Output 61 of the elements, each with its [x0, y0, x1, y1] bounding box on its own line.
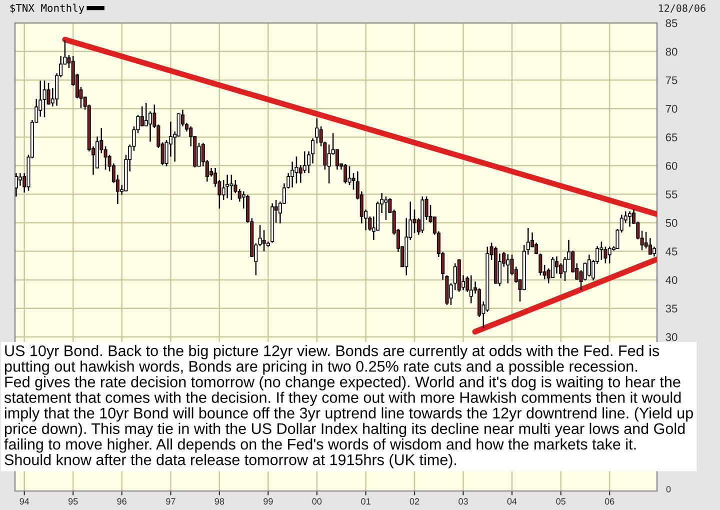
candlestick [15, 172, 18, 198]
candlestick [18, 172, 22, 186]
candlestick [652, 246, 656, 258]
candlestick [290, 161, 294, 188]
candlestick [140, 106, 144, 127]
x-tick-label: 98 [214, 498, 224, 505]
candlestick [648, 238, 652, 256]
candlestick [587, 254, 591, 278]
y-tick-label: 50 [666, 219, 678, 227]
x-tick-label: 02 [410, 498, 420, 505]
candlestick [46, 82, 50, 106]
x-tick-label: 03 [458, 498, 468, 505]
candlestick [554, 256, 558, 274]
candlestick [608, 246, 612, 264]
x-tick-label: 04 [507, 498, 517, 505]
candlestick [294, 156, 298, 184]
x-tick-label: 95 [68, 498, 78, 505]
candlestick [348, 166, 352, 186]
annotation: US 10yr Bond. Back to the big picture 12yr view. Bonds are currently at odds with the Fed. Fed is putting out hawkish words, Bonds are pricing in two 0.25% rate cuts and a possible recession. Fed gives the rate decision tomorrow (no change expected). World and it's dog is waiting to hear the statement that comes with the decision. If they come out with more Hawkish comments then it would imply that the 10yr Bond will bounce off the 3yr uptrend line towards the 12yr downtrend line. (Yield up price down). This may tie in with the US Dollar Index halting its decline near multi year lows and Gold failing to move higher. All depends on the Fed's words of wisdom and how the markets take it. Should know after the data release tomorrow at 1915hrs (UK time). [4, 345, 693, 468]
y-tick-label: 30 [666, 333, 678, 342]
x-tick-label: 01 [361, 498, 370, 505]
candlestick [384, 196, 388, 221]
candlestick [335, 148, 339, 170]
candlestick [628, 210, 632, 228]
candlestick [412, 209, 416, 234]
candlestick [352, 172, 356, 190]
candlestick [453, 262, 457, 291]
candlestick [344, 163, 348, 184]
candlestick [262, 230, 266, 252]
text: 0 [666, 486, 671, 492]
text: 12/08/06 [659, 4, 706, 13]
candlestick [469, 274, 473, 304]
y-tick-label: 55 [666, 190, 678, 198]
y-tick-label: 70 [666, 104, 678, 113]
x-tick-label: 05 [556, 498, 566, 505]
y-tick-label: 85 [666, 19, 678, 28]
x-tick-label: 99 [264, 498, 273, 505]
candlestick [148, 110, 152, 142]
y-tick-label: 65 [666, 133, 678, 142]
y-tick-label: 40 [666, 276, 678, 284]
x-tick-label: 94 [20, 498, 30, 505]
candlestick [226, 174, 230, 199]
candlestick [538, 252, 542, 276]
y-tick-label: 45 [666, 248, 678, 256]
candlestick [222, 179, 226, 201]
y-tick-label: 75 [666, 76, 678, 84]
candlestick [550, 256, 554, 279]
y-tick-label: 80 [666, 48, 678, 56]
candlestick [600, 240, 604, 260]
x-tick-label: 97 [166, 498, 176, 505]
y-tick-label: 35 [666, 304, 678, 312]
x-tick-label: 06 [604, 498, 614, 505]
candlestick [230, 174, 234, 201]
candlestick [315, 118, 319, 144]
candlestick [42, 80, 46, 118]
y-tick-label: 60 [666, 162, 678, 170]
x-tick-label: 96 [117, 498, 126, 505]
candlestick [302, 150, 306, 174]
legend-label: $TNX Monthly [10, 4, 84, 14]
candlestick [506, 254, 510, 284]
x-tick-label: 00 [312, 498, 322, 505]
